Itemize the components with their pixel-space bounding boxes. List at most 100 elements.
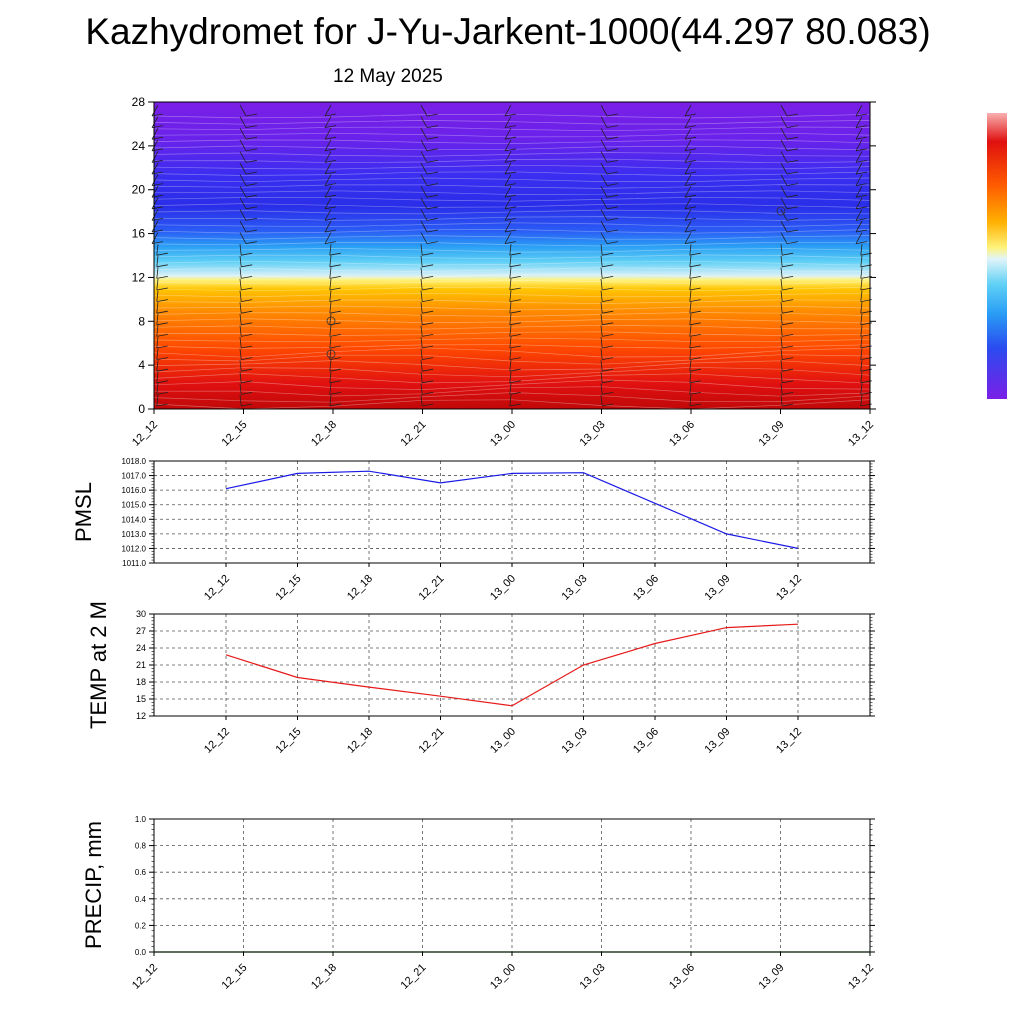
- wind-barb-flag: [509, 392, 521, 395]
- wind-barb-flag: [855, 148, 868, 152]
- heatmap-y-axis: 0 4 8 12 16 20 24 28: [132, 95, 876, 416]
- wind-barb: [156, 348, 168, 360]
- precip-panel: 0.0 0.2 0.4 0.6 0.8 1.0 12_12 12_15 12_18 12_21 13…: [81, 815, 876, 992]
- contour-line: [153, 254, 871, 260]
- wind-barb-staff: [855, 197, 863, 209]
- wind-barb-staff: [239, 209, 247, 221]
- wind-barb-staff: [324, 209, 332, 221]
- wind-barb-flag: [156, 345, 168, 349]
- contour-line: [153, 164, 871, 170]
- wind-barb-staff: [239, 139, 247, 151]
- wind-barb-flag: [426, 160, 439, 163]
- wind-barb: [239, 278, 253, 291]
- wind-barb-staff: [684, 174, 692, 186]
- wind-barb: [420, 116, 439, 128]
- wind-barb-staff: [600, 162, 608, 175]
- wind-barb: [329, 313, 341, 326]
- wind-barb: [324, 209, 337, 221]
- wind-barb: [239, 336, 253, 349]
- wind-barb: [239, 360, 253, 372]
- wind-barb-staff: [151, 116, 159, 128]
- wind-barb: [239, 116, 258, 128]
- wind-barb-staff: [420, 394, 423, 407]
- wind-barb-staff: [324, 186, 332, 198]
- wind-barb-staff: [239, 302, 242, 314]
- wind-barb: [329, 336, 341, 349]
- wind-barb-flag: [509, 252, 521, 256]
- heatmap-x-tick-label: 13_00: [488, 419, 518, 449]
- wind-barb: [239, 197, 258, 210]
- wind-barb-staff: [780, 197, 788, 209]
- wind-barb: [239, 209, 258, 221]
- wind-barb-flag: [241, 310, 253, 314]
- heatmap-x-tick-label: 12_15: [220, 419, 250, 449]
- wind-barb: [780, 220, 799, 233]
- wind-barb: [239, 232, 258, 244]
- wind-barb-staff: [420, 244, 423, 256]
- wind-barb-staff: [600, 139, 608, 151]
- wind-barb-flag: [241, 276, 253, 279]
- wind-barb: [684, 104, 697, 117]
- wind-barb-flag: [422, 380, 434, 384]
- x-tick-label: 12_18: [345, 726, 375, 756]
- wind-barb-flag: [329, 299, 341, 302]
- y-tick-label: 1012.0: [122, 544, 147, 553]
- contour-line: [153, 312, 871, 317]
- wind-barb: [239, 371, 253, 384]
- calm-circle: [776, 206, 786, 216]
- wind-barb: [600, 232, 619, 244]
- wind-barb-staff: [420, 104, 428, 117]
- wind-barb-flag: [156, 264, 168, 268]
- wind-barb-staff: [324, 139, 332, 151]
- wind-barb-flag: [782, 252, 794, 256]
- contour-line: [153, 360, 871, 371]
- pmsl-panel: 1011.0 1012.0 1013.0 1014.0 1015.0 1016.0 1017…: [71, 457, 875, 603]
- wind-barb: [855, 104, 868, 117]
- x-tick-label: 12_21: [417, 726, 447, 756]
- wind-barb-staff: [780, 244, 783, 256]
- wind-barb-staff: [689, 302, 692, 314]
- wind-barb-flag: [684, 183, 697, 186]
- wind-barb-flag: [329, 392, 341, 395]
- wind-barb-staff: [509, 244, 512, 256]
- wind-barb: [156, 244, 168, 256]
- wind-barb-flag: [602, 310, 614, 314]
- wind-barb: [689, 278, 701, 291]
- wind-barb-staff: [689, 383, 692, 395]
- wind-barb: [780, 116, 799, 128]
- y-tick-label: 18: [136, 677, 146, 687]
- wind-barb-flag: [329, 368, 341, 372]
- wind-barb-flag: [782, 264, 794, 268]
- wind-barb: [156, 313, 168, 326]
- precip-y-axis-label: PRECIP, mm: [81, 821, 106, 949]
- wind-barb-staff: [156, 313, 159, 325]
- wind-barb-staff: [855, 104, 863, 117]
- heatmap-x-axis: 12_12 12_15 12_18 12_21 13_00 13_03 13_06 13_09…: [130, 409, 876, 449]
- wind-barb: [600, 244, 614, 256]
- wind-barb-flag: [786, 125, 799, 128]
- wind-barb-flag: [602, 299, 614, 302]
- wind-barb-flag: [245, 171, 258, 175]
- wind-barb: [780, 209, 799, 221]
- wind-barb-flag: [329, 287, 341, 291]
- heatmap-y-tick-label: 8: [138, 314, 145, 328]
- wind-barb-staff: [239, 383, 242, 395]
- wind-barb-flag: [324, 194, 337, 198]
- wind-barb-staff: [600, 302, 603, 314]
- wind-barb: [780, 267, 794, 279]
- wind-barb: [780, 371, 794, 384]
- pmsl-series-line: [225, 470, 799, 549]
- wind-barb-staff: [860, 336, 863, 349]
- wind-barb-flag: [324, 171, 337, 175]
- wind-barb-staff: [855, 139, 863, 151]
- wind-barb: [684, 197, 697, 210]
- wind-barb-staff: [509, 360, 512, 372]
- wind-barb-staff: [239, 267, 242, 279]
- wind-barb: [239, 104, 258, 117]
- wind-barb-flag: [422, 299, 434, 302]
- contour-line: [153, 318, 871, 324]
- wind-barb-staff: [780, 348, 783, 360]
- contour-line: [153, 222, 871, 228]
- heatmap-x-tick-label: 12_21: [399, 419, 429, 449]
- wind-barb-flag: [245, 241, 258, 244]
